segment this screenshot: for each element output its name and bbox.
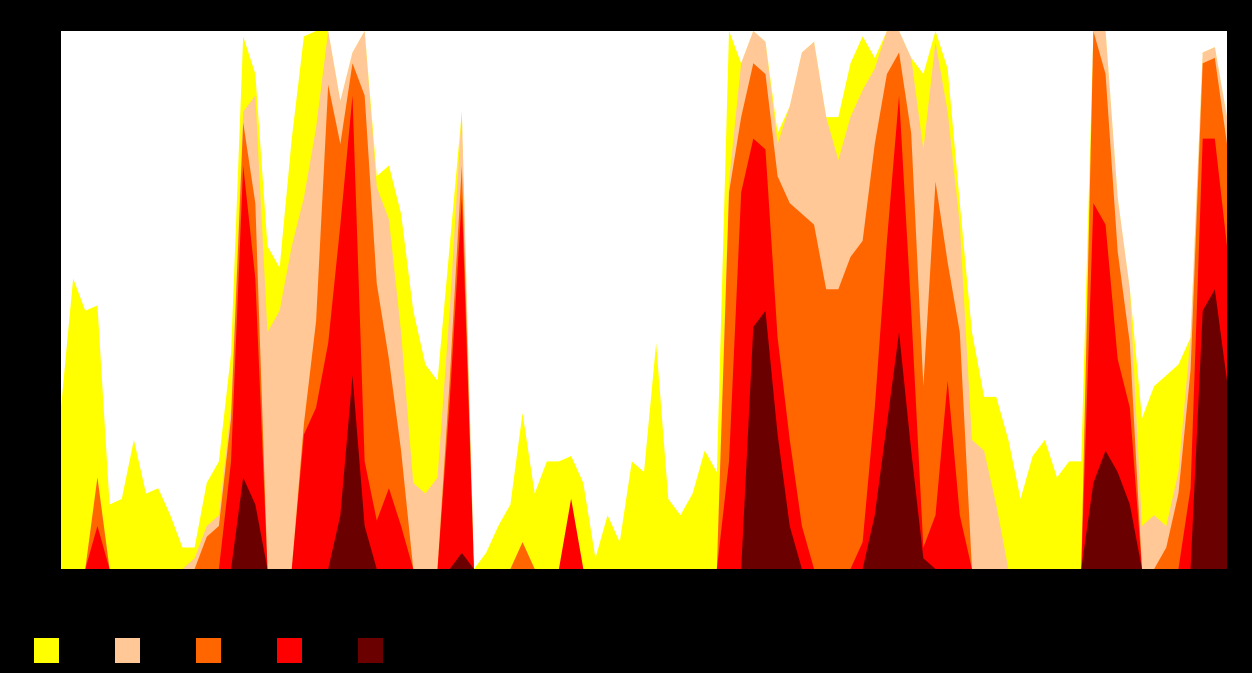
legend-swatch-5	[358, 638, 383, 663]
legend-item-5	[358, 638, 439, 663]
series-layer	[61, 31, 1227, 569]
legend-item-2	[115, 638, 196, 663]
legend-item-1	[34, 638, 115, 663]
area-series-1	[61, 289, 1227, 569]
legend	[34, 638, 439, 663]
legend-item-4	[277, 638, 358, 663]
legend-item-3	[196, 638, 277, 663]
legend-swatch-3	[196, 638, 221, 663]
legend-swatch-2	[115, 638, 140, 663]
legend-swatch-4	[277, 638, 302, 663]
legend-swatch-1	[34, 638, 59, 663]
